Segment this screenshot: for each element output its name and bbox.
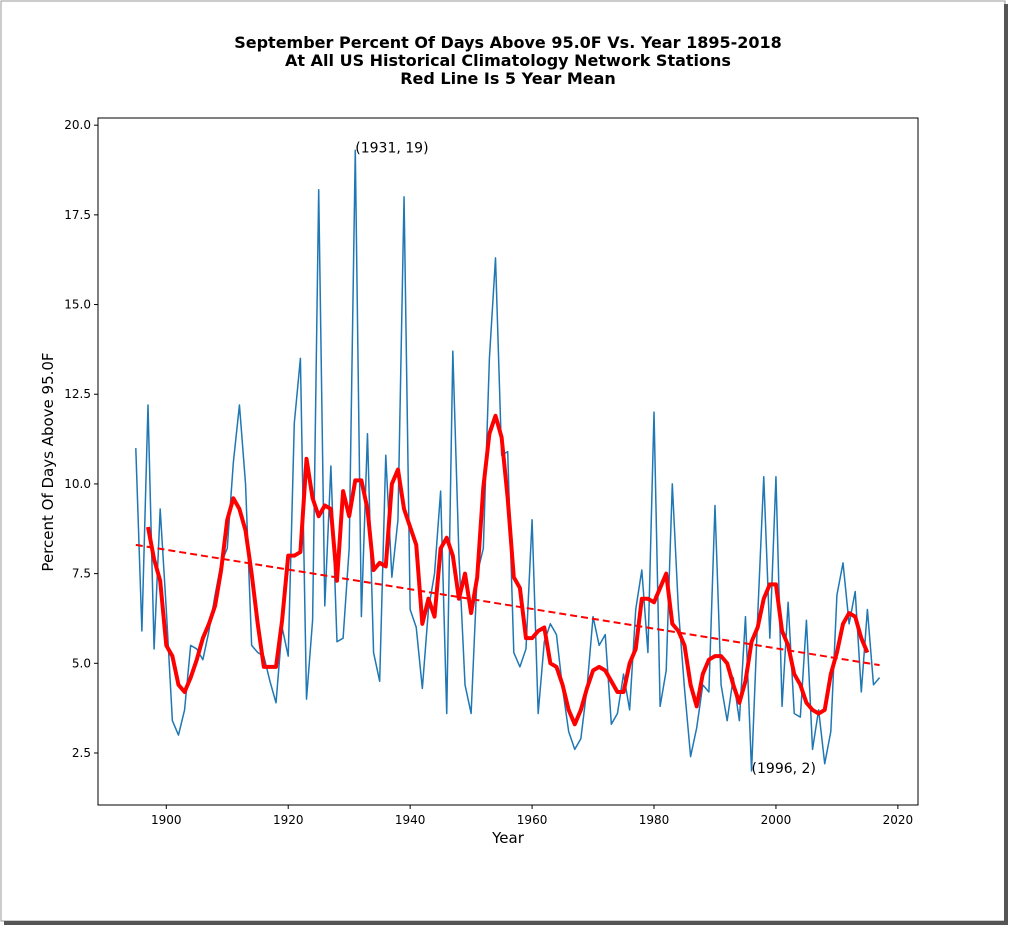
x-tick-label: 1920 — [273, 813, 304, 827]
y-tick-label: 10.0 — [64, 477, 91, 491]
x-tick-label: 2020 — [883, 813, 914, 827]
x-tick-label: 1960 — [517, 813, 548, 827]
x-tick-label: 1980 — [639, 813, 670, 827]
data-line — [135, 149, 881, 772]
x-tick-label: 1940 — [395, 813, 426, 827]
chart-title: At All US Historical Climatology Network… — [285, 51, 731, 70]
y-tick-label: 17.5 — [64, 208, 91, 222]
data-line — [146, 413, 870, 727]
x-axis-label: Year — [491, 829, 525, 847]
y-tick-label: 12.5 — [64, 387, 91, 401]
y-tick-label: 5.0 — [72, 656, 91, 670]
trend-line — [135, 543, 880, 667]
x-tick-label: 2000 — [761, 813, 792, 827]
y-tick-label: 15.0 — [64, 298, 91, 312]
chart-title: September Percent Of Days Above 95.0F Vs… — [234, 33, 782, 52]
chart-title: Red Line Is 5 Year Mean — [400, 69, 616, 88]
y-axis-label: Percent Of Days Above 95.0F — [39, 352, 57, 571]
annotation: (1931, 19) — [355, 140, 428, 156]
y-tick-label: 7.5 — [72, 567, 91, 581]
plot-frame — [97, 117, 919, 806]
y-tick-label: 2.5 — [72, 746, 91, 760]
x-tick-label: 1900 — [151, 813, 182, 827]
y-tick-label: 20.0 — [64, 118, 91, 132]
annotation: (1996, 2) — [752, 761, 816, 777]
